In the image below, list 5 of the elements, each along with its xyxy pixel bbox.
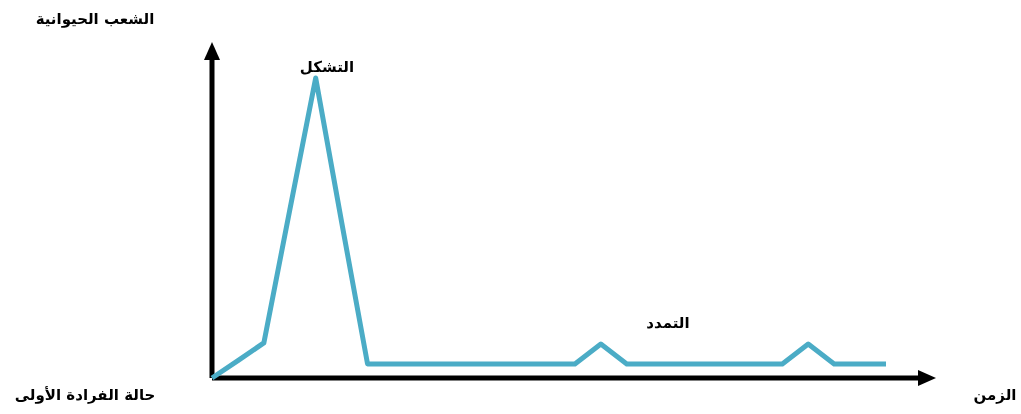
- annotation: التمدد: [646, 314, 690, 332]
- annotation: الشعب الحيوانية: [35, 10, 155, 28]
- annotation: التشكل: [299, 58, 355, 76]
- xlabel: الزمن: [973, 386, 1017, 404]
- annotation: حالة الفرادة الأولى: [14, 386, 156, 404]
